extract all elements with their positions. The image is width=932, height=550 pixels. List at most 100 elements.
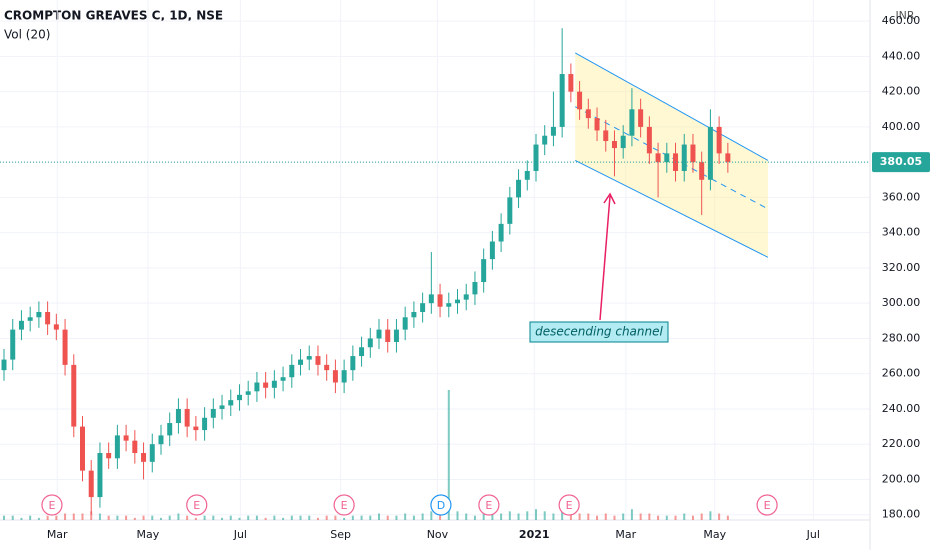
volume-bar bbox=[691, 515, 694, 520]
volume-bar bbox=[578, 513, 581, 520]
candle-body bbox=[263, 382, 269, 388]
last-price-box bbox=[872, 152, 930, 173]
candle-body bbox=[359, 347, 365, 357]
candle-body bbox=[27, 317, 33, 321]
volume-bar bbox=[151, 515, 154, 520]
volume-bar bbox=[116, 515, 119, 520]
candle-body bbox=[420, 303, 426, 312]
volume-bar bbox=[395, 515, 398, 520]
y-tick-label: 400.00 bbox=[882, 120, 921, 133]
volume-bar bbox=[421, 513, 424, 520]
volume-bar bbox=[72, 513, 75, 520]
event-label: E bbox=[566, 499, 573, 512]
candle-body bbox=[725, 153, 731, 163]
volume-bar bbox=[159, 517, 162, 520]
volume-bar bbox=[247, 515, 250, 520]
candle-body bbox=[699, 162, 705, 180]
volume-bar bbox=[465, 513, 468, 520]
volume-bar bbox=[657, 515, 660, 520]
volume-bar bbox=[482, 513, 485, 520]
volume-bar bbox=[473, 515, 476, 520]
candle-body bbox=[298, 359, 304, 365]
candle-body bbox=[716, 126, 722, 154]
x-tick-label: Sep bbox=[330, 528, 351, 541]
event-label: E bbox=[49, 499, 56, 512]
currency-label: INR bbox=[895, 9, 914, 22]
candle-body bbox=[184, 408, 190, 427]
volume-bar bbox=[255, 515, 258, 520]
volume-bar bbox=[360, 515, 363, 520]
candle-body bbox=[690, 144, 696, 163]
volume-bar bbox=[665, 515, 668, 520]
event-label: E bbox=[193, 499, 200, 512]
x-tick-label: Mar bbox=[615, 528, 636, 541]
candle-body bbox=[437, 294, 443, 307]
volume-bar bbox=[552, 513, 555, 520]
volume-bar bbox=[404, 513, 407, 520]
candle-body bbox=[10, 329, 16, 360]
event-label: E bbox=[485, 499, 492, 512]
volume-bar bbox=[526, 511, 529, 520]
candle-body bbox=[393, 329, 399, 342]
candle-body bbox=[202, 417, 208, 431]
volume-bar bbox=[639, 513, 642, 520]
candle-body bbox=[45, 312, 51, 325]
y-tick-label: 340.00 bbox=[882, 226, 921, 239]
candle-body bbox=[629, 109, 635, 136]
event-marker bbox=[186, 494, 208, 516]
candle-body bbox=[516, 179, 522, 198]
candle-body bbox=[376, 329, 382, 339]
volume-bar bbox=[412, 515, 415, 520]
volume-bar bbox=[517, 513, 520, 520]
event-label: D bbox=[437, 499, 445, 512]
event-marker bbox=[333, 494, 355, 516]
volume-bar bbox=[726, 515, 729, 520]
candle-body bbox=[594, 118, 600, 131]
last-price-label: 380.05 bbox=[880, 155, 922, 168]
candle-body bbox=[80, 426, 85, 471]
volume-bar bbox=[630, 509, 633, 520]
volume-bar bbox=[569, 511, 572, 520]
candle-body bbox=[664, 153, 670, 163]
candle-body bbox=[193, 426, 199, 431]
volume-bar bbox=[325, 515, 328, 520]
candle-body bbox=[638, 109, 644, 127]
candle-body bbox=[228, 400, 234, 406]
candle-body bbox=[132, 440, 138, 454]
volume-bar bbox=[378, 513, 381, 520]
candle-body bbox=[236, 394, 242, 401]
annotation-arrowhead bbox=[603, 192, 616, 205]
x-tick-label: May bbox=[703, 528, 726, 541]
volume-bar bbox=[334, 515, 337, 520]
candle-body bbox=[97, 453, 103, 498]
channel-midline bbox=[574, 106, 769, 210]
y-tick-label: 260.00 bbox=[882, 367, 921, 380]
candle-body bbox=[472, 282, 478, 295]
candle-body bbox=[123, 435, 129, 441]
y-tick-label: 460.00 bbox=[882, 14, 921, 27]
volume-bar bbox=[133, 517, 136, 520]
candle-body bbox=[245, 391, 251, 395]
x-tick-label: Nov bbox=[427, 528, 449, 541]
volume-bar bbox=[622, 513, 625, 520]
volume-bar bbox=[194, 517, 197, 520]
y-tick-label: 200.00 bbox=[882, 472, 921, 485]
candle-body bbox=[350, 356, 356, 371]
candle-body bbox=[167, 423, 173, 436]
candle-body bbox=[332, 370, 338, 383]
volume-bar bbox=[308, 515, 311, 520]
x-tick-label: Mar bbox=[47, 528, 68, 541]
x-tick-label: Jul bbox=[233, 528, 247, 541]
volume-bar bbox=[282, 517, 285, 520]
volume-bar bbox=[709, 511, 712, 520]
volume-bar bbox=[604, 513, 607, 520]
y-tick-label: 240.00 bbox=[882, 402, 921, 415]
candle-body bbox=[158, 435, 164, 445]
volume-bar bbox=[500, 513, 503, 520]
annotation-text: desecending channel bbox=[535, 325, 663, 339]
volume-bar bbox=[11, 515, 14, 520]
candle-body bbox=[707, 126, 713, 180]
volume-bar bbox=[186, 515, 189, 520]
volume-bar bbox=[700, 513, 703, 520]
volume-bar bbox=[369, 515, 372, 520]
